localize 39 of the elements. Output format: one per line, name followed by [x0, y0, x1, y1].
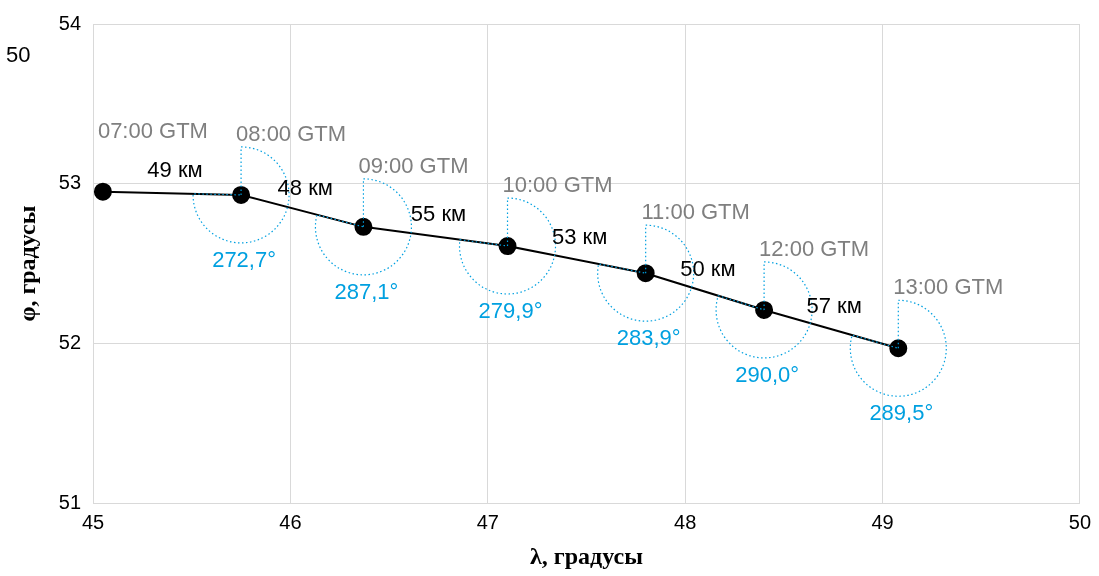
point: [498, 237, 517, 256]
point: [636, 264, 655, 283]
annotation: 57 км: [806, 293, 862, 319]
x-tick-label: 47: [476, 510, 499, 533]
annotation: 279,9°: [478, 298, 543, 324]
annotation: 290,0°: [735, 361, 800, 387]
point: [232, 185, 251, 204]
x-tick-label: 46: [279, 510, 302, 533]
x-tick-label: 50: [1068, 510, 1091, 533]
annotation: 07:00 GTM: [97, 117, 208, 143]
annotation: 289,5°: [869, 400, 934, 426]
annotation: 12:00 GTM: [759, 235, 870, 261]
annotation: 11:00 GTM: [641, 199, 750, 225]
annotation: 55 км: [410, 200, 467, 226]
x-tick-label: 48: [674, 510, 697, 533]
annotation: 287,1°: [334, 278, 399, 304]
y-tick-label: 53: [58, 171, 82, 194]
annotation: 272,7°: [212, 246, 276, 272]
point: [755, 300, 774, 319]
annotation: 283,9°: [616, 325, 681, 351]
x-tick-label: 49: [871, 510, 894, 533]
x-tick-label: 45: [81, 510, 105, 533]
y-tick-label: 51: [58, 490, 82, 513]
annotation: 50 км: [680, 255, 736, 281]
x-axis-title: λ, градусы: [530, 542, 644, 569]
annotation: 08:00 GTM: [236, 120, 347, 146]
annotation: 48 км: [277, 174, 333, 200]
annotation: 13:00 GTM: [893, 274, 1004, 300]
text: 50: [6, 42, 31, 68]
y-tick-label: 54: [58, 11, 82, 34]
annotation: 10:00 GTM: [502, 172, 613, 198]
point: [93, 182, 112, 201]
point: [354, 217, 373, 236]
annotation: 09:00 GTM: [358, 152, 469, 178]
annotation: 53 км: [551, 223, 608, 249]
y-axis-title: φ, градусы: [13, 205, 40, 322]
point: [889, 339, 908, 358]
annotation: 49 км: [147, 157, 203, 183]
y-tick-label: 52: [58, 330, 82, 353]
